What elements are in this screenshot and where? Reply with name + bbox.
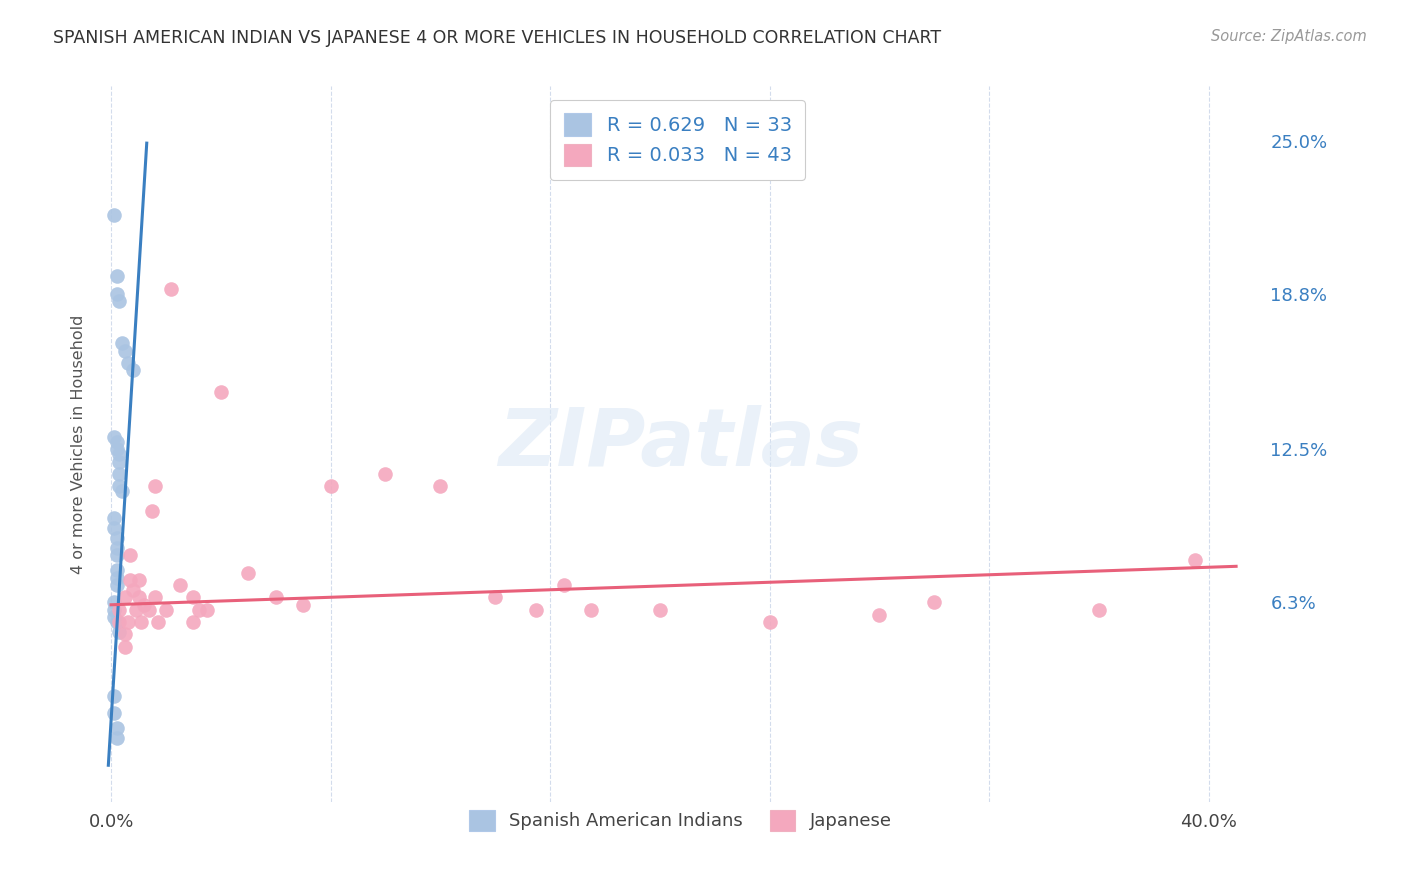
Point (374, 467, 396, 481)
Point (581, 603, 603, 617)
Point (105, 531, 128, 545)
Point (146, 615, 169, 629)
Point (524, 603, 547, 617)
Point (103, 610, 125, 624)
Point (195, 603, 218, 617)
Point (129, 615, 152, 629)
Text: ZIPatlas: ZIPatlas (498, 405, 863, 483)
Point (111, 336, 134, 351)
Point (183, 615, 205, 629)
Point (103, 511, 125, 525)
Point (120, 549, 142, 563)
Point (114, 640, 136, 654)
Y-axis label: 4 or more Vehicles in Household: 4 or more Vehicles in Household (72, 315, 86, 574)
Point (122, 582, 145, 597)
Point (108, 467, 131, 481)
Point (553, 578, 575, 592)
Point (103, 603, 125, 617)
Point (114, 627, 136, 641)
Point (103, 208, 125, 222)
Point (108, 624, 131, 639)
Point (922, 595, 945, 609)
Point (292, 598, 315, 612)
Legend: Spanish American Indians, Japanese: Spanish American Indians, Japanese (457, 797, 904, 843)
Point (264, 591, 287, 605)
Point (105, 563, 128, 577)
Text: Source: ZipAtlas.com: Source: ZipAtlas.com (1211, 29, 1367, 44)
Point (868, 607, 890, 622)
Point (103, 706, 125, 721)
Point (105, 571, 128, 585)
Point (108, 479, 131, 493)
Point (103, 595, 125, 609)
Point (108, 294, 131, 309)
Point (1184, 553, 1206, 567)
Point (103, 689, 125, 703)
Point (108, 454, 131, 468)
Point (155, 603, 177, 617)
Point (120, 573, 142, 587)
Point (105, 286, 128, 301)
Point (103, 521, 125, 535)
Point (105, 731, 128, 745)
Point (114, 591, 136, 605)
Point (108, 615, 131, 629)
Point (429, 479, 451, 493)
Point (143, 479, 166, 493)
Point (160, 282, 183, 296)
Point (108, 447, 131, 461)
Point (143, 591, 166, 605)
Point (648, 603, 671, 617)
Point (125, 603, 148, 617)
Point (187, 603, 209, 617)
Point (128, 573, 150, 587)
Point (128, 591, 150, 605)
Point (105, 578, 128, 592)
Point (183, 591, 205, 605)
Point (105, 541, 128, 555)
Point (105, 549, 128, 563)
Point (484, 591, 506, 605)
Point (209, 385, 232, 400)
Point (169, 578, 191, 592)
Point (132, 598, 155, 612)
Point (105, 721, 128, 735)
Point (117, 356, 139, 370)
Point (111, 484, 134, 499)
Point (319, 479, 342, 493)
Point (141, 504, 163, 518)
Point (122, 363, 145, 377)
Point (1088, 603, 1111, 617)
Point (238, 566, 260, 580)
Point (105, 269, 128, 284)
Point (114, 343, 136, 358)
Point (138, 603, 160, 617)
Point (105, 615, 128, 629)
Point (103, 430, 125, 444)
Text: SPANISH AMERICAN INDIAN VS JAPANESE 4 OR MORE VEHICLES IN HOUSEHOLD CORRELATION : SPANISH AMERICAN INDIAN VS JAPANESE 4 OR… (53, 29, 942, 46)
Point (105, 434, 128, 449)
Point (108, 603, 131, 617)
Point (758, 615, 780, 629)
Point (117, 615, 139, 629)
Point (105, 442, 128, 457)
